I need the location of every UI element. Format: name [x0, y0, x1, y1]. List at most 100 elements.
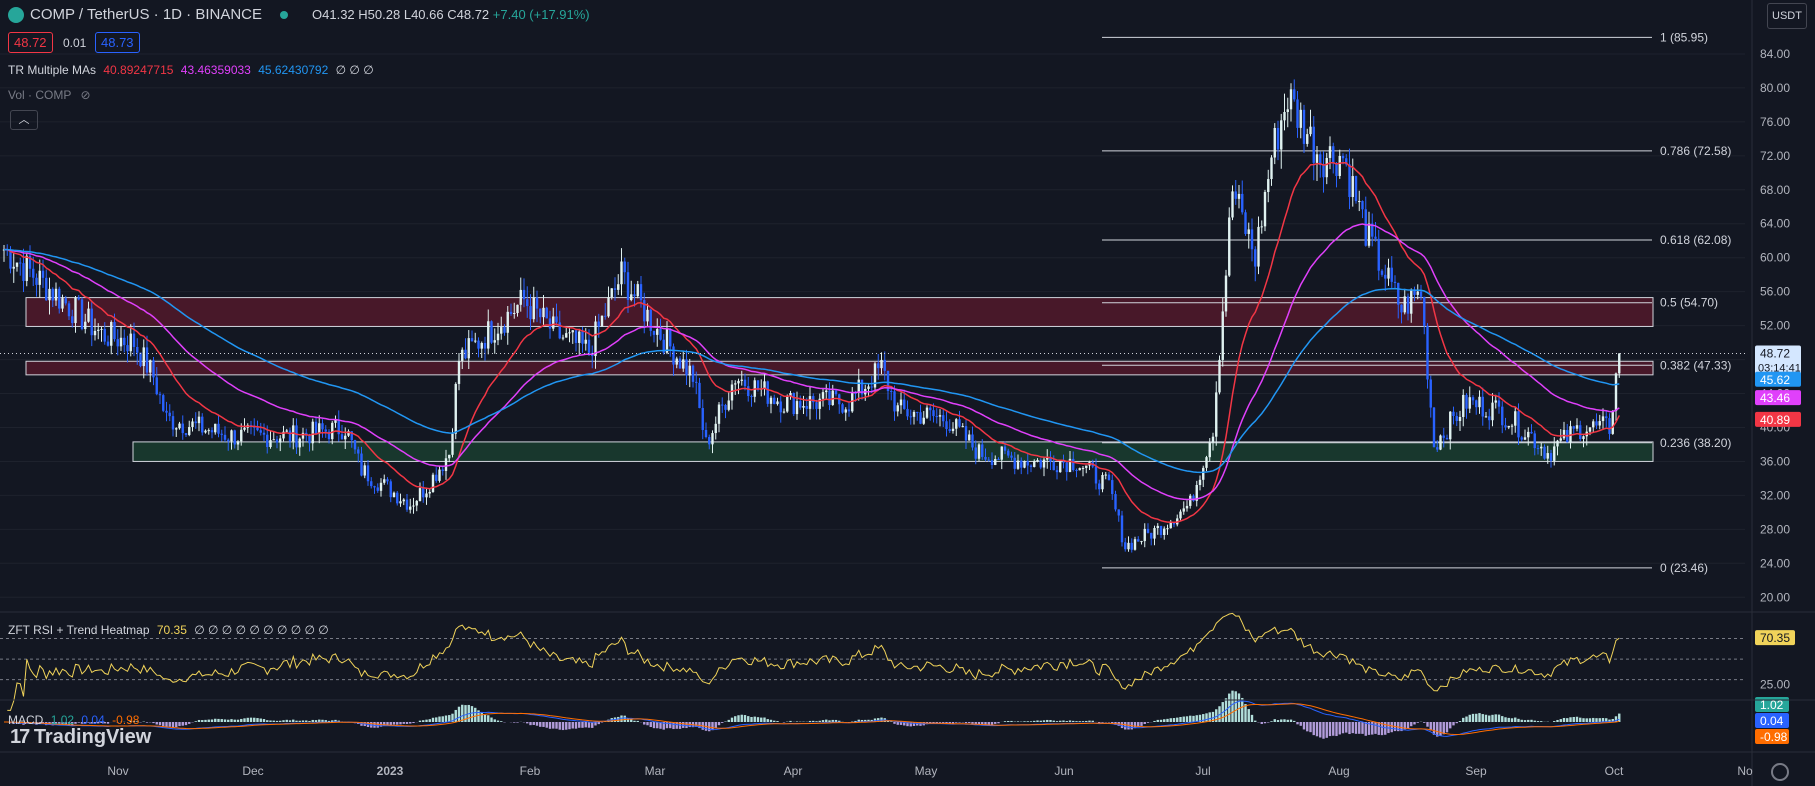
macd-histogram-bar [1153, 720, 1156, 722]
macd-histogram-bar [54, 722, 58, 725]
tradingview-logo[interactable]: 17 TradingView [10, 726, 151, 749]
macd-histogram-bar [974, 722, 977, 725]
candle-body [594, 321, 597, 357]
macd-histogram-bar [789, 720, 792, 722]
candle-body [1250, 229, 1254, 250]
volume-legend[interactable]: Vol · COMP ⊘ [8, 88, 91, 102]
macd-histogram-bar [513, 722, 516, 723]
symbol-header: COMP / TetherUS · 1D · BINANCE O41.32 H5… [8, 6, 590, 23]
candle-body [110, 322, 113, 346]
macd-histogram-bar [399, 722, 402, 725]
candle-body [1533, 433, 1536, 449]
candle-body [1143, 528, 1146, 542]
chevron-up-icon: ︿ [18, 114, 30, 126]
macd-histogram-bar [909, 722, 912, 727]
candle-body [623, 261, 626, 273]
candle-body [1397, 282, 1400, 305]
macd-legend[interactable]: MACD 1.02 0.04 -0.98 [8, 713, 139, 727]
macd-histogram-bar [1533, 720, 1536, 722]
candle-body [730, 384, 734, 401]
candle-body [925, 407, 929, 418]
ma-legend[interactable]: TR Multiple MAs 40.89247715 43.46359033 … [8, 63, 374, 77]
candle-body [542, 307, 545, 318]
macd-histogram-bar [1289, 719, 1293, 722]
candle-body [1517, 411, 1520, 438]
macd-histogram-bar [529, 722, 532, 726]
macd-histogram-bar [145, 722, 149, 723]
macd-line [4, 700, 1620, 737]
candle-body [545, 307, 548, 319]
candle-body [1442, 435, 1445, 438]
macd-histogram-bar [539, 722, 542, 727]
candle-body [643, 300, 646, 322]
macd-histogram-bar [630, 719, 633, 722]
macd-histogram-bar [997, 722, 1000, 724]
collapse-legend-button[interactable]: ︿ [10, 110, 38, 130]
candle-body [1029, 465, 1033, 467]
candle-body [12, 266, 15, 269]
fib-label: 0.618 (62.08) [1660, 233, 1731, 247]
settings-gear-icon[interactable] [1771, 763, 1789, 781]
macd-histogram-bar [1036, 720, 1039, 722]
macd-histogram-bar [1247, 709, 1250, 722]
candle-body [1410, 290, 1413, 314]
candle-body [1374, 236, 1377, 239]
macd-histogram-bar [1237, 693, 1241, 722]
macd-histogram-bar [1078, 721, 1081, 722]
macd-histogram-bar [896, 722, 899, 725]
macd-histogram-bar [74, 722, 77, 724]
macd-histogram-bar [402, 722, 405, 724]
candle-body [1156, 525, 1159, 529]
candle-body [321, 423, 324, 430]
macd-histogram-bar [1159, 719, 1163, 722]
candle-body [145, 347, 149, 373]
macd-histogram-bar [873, 718, 877, 722]
eye-hidden-icon[interactable]: ⊘ [80, 88, 91, 102]
currency-button[interactable]: USDT [1767, 3, 1807, 29]
macd-histogram-bar [1120, 722, 1124, 729]
macd-histogram-bar [1143, 722, 1146, 725]
candle-body [1059, 461, 1062, 473]
candle-body [259, 430, 262, 433]
candle-body [269, 440, 272, 448]
rsi-legend[interactable]: ZFT RSI + Trend Heatmap 70.35 ∅ ∅ ∅ ∅ ∅ … [8, 623, 329, 637]
candle-body [165, 410, 168, 413]
price-label-bg [1755, 390, 1801, 406]
macd-axis-value: 0.04 [1760, 714, 1784, 728]
bid-price-button[interactable]: 48.72 [8, 32, 53, 53]
ask-price-button[interactable]: 48.73 [95, 32, 140, 53]
macd-histogram-bar [243, 718, 246, 722]
macd-histogram-bar [620, 715, 623, 722]
macd-histogram-bar [906, 722, 909, 727]
macd-histogram-bar [1263, 722, 1267, 724]
candle-body [880, 359, 883, 369]
candle-body [1449, 411, 1452, 440]
price-label: 48.72 [1760, 346, 1790, 360]
macd-histogram-bar [474, 707, 477, 722]
candle-body [126, 345, 129, 352]
macd-histogram-bar [1299, 722, 1302, 726]
candle-body [548, 318, 552, 329]
macd-histogram-bar [1072, 720, 1075, 722]
symbol-title[interactable]: COMP / TetherUS · 1D · BINANCE [30, 6, 263, 23]
macd-histogram-bar [197, 719, 201, 722]
candle-body [724, 405, 727, 410]
ma-mid-value: 43.46359033 [180, 63, 251, 77]
candle-body [181, 423, 184, 434]
candle-body [1003, 446, 1007, 451]
macd-histogram-bar [867, 719, 870, 722]
macd-histogram-bar [984, 722, 987, 725]
macd-histogram-bar [386, 722, 389, 725]
ma-fast-value: 40.89247715 [103, 63, 174, 77]
macd-label: MACD [8, 713, 44, 727]
macd-histogram-bar [288, 720, 292, 722]
candle-body [844, 409, 847, 413]
macd-histogram-bar [1280, 719, 1283, 722]
macd-histogram-bar [623, 715, 626, 722]
candle-body [74, 297, 77, 324]
macd-histogram-bar [1003, 721, 1007, 722]
candle-body [1445, 437, 1449, 440]
countdown-label: 03:14:41 [1758, 362, 1801, 374]
x-tick-label: Dec [242, 764, 263, 778]
